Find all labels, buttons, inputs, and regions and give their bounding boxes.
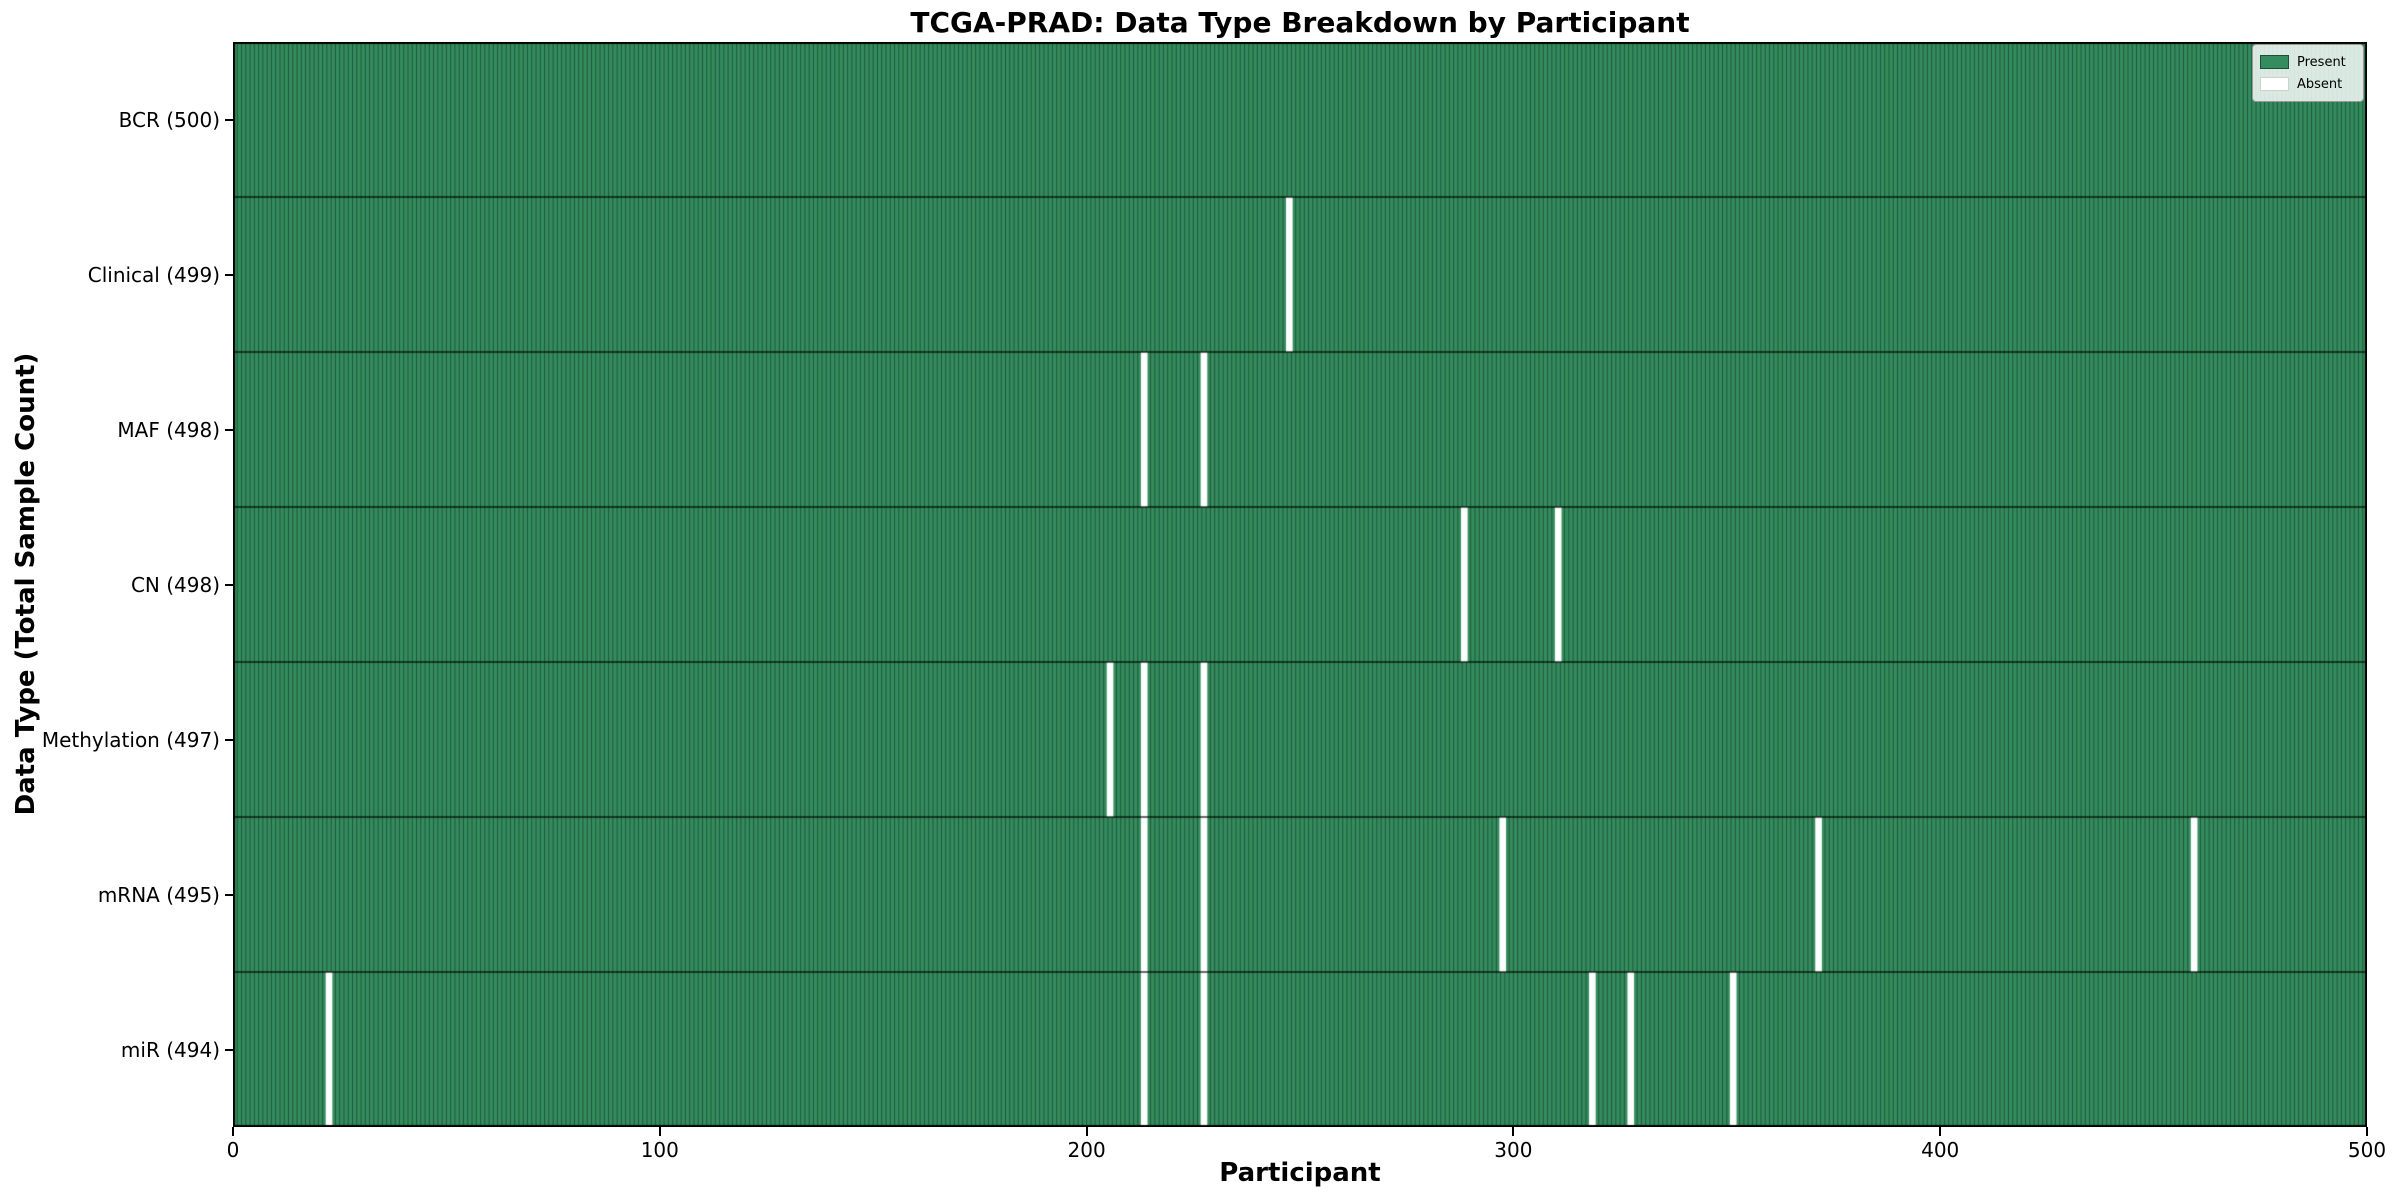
legend-present-label: Present (2297, 54, 2346, 70)
y-tick-label-cn: CN (498) (130, 572, 220, 597)
x-tick-label-400: 400 (1921, 1138, 1960, 1162)
x-tick-mark (232, 1127, 234, 1136)
y-tick-mark (225, 428, 233, 431)
x-tick-mark (1512, 1127, 1515, 1136)
present-swatch-icon (2260, 55, 2289, 69)
y-tick-mark (225, 273, 233, 276)
y-tick-mark (225, 1048, 233, 1051)
y-tick-label-mir: miR (494) (120, 1037, 220, 1062)
y-tick-mark (225, 583, 233, 586)
y-tick-label-mrna: mRNA (495) (97, 882, 220, 907)
x-tick-label-0: 0 (226, 1138, 240, 1162)
y-tick-mark (225, 738, 233, 741)
y-tick-label-clinical: Clinical (499) (87, 262, 220, 287)
legend-absent-label: Absent (2297, 76, 2343, 92)
x-tick-label-500: 500 (2347, 1138, 2387, 1162)
x-tick-mark (2366, 1127, 2368, 1136)
absent-swatch-icon (2260, 77, 2289, 91)
legend-entry-absent: Absent (2260, 73, 2355, 95)
x-tick-label-200: 200 (1067, 1138, 1106, 1162)
x-tick-mark (658, 1127, 661, 1136)
y-tick-mark (225, 893, 233, 896)
y-tick-label-bcr: BCR (500) (118, 107, 220, 132)
y-tick-label-methylation: Methylation (497) (41, 727, 220, 752)
heatmap-plot-area (233, 42, 2367, 1127)
x-tick-mark (1939, 1127, 1942, 1136)
chart-title: TCGA-PRAD: Data Type Breakdown by Partic… (910, 6, 1690, 39)
legend: Present Absent (2252, 44, 2364, 102)
x-tick-mark (1085, 1127, 1088, 1136)
x-axis-label: Participant (1219, 1158, 1381, 1188)
y-tick-mark (225, 118, 233, 121)
legend-entry-present: Present (2260, 51, 2355, 73)
x-tick-label-100: 100 (640, 1138, 679, 1162)
x-tick-label-300: 300 (1494, 1138, 1533, 1162)
y-tick-label-maf: MAF (498) (117, 417, 220, 442)
